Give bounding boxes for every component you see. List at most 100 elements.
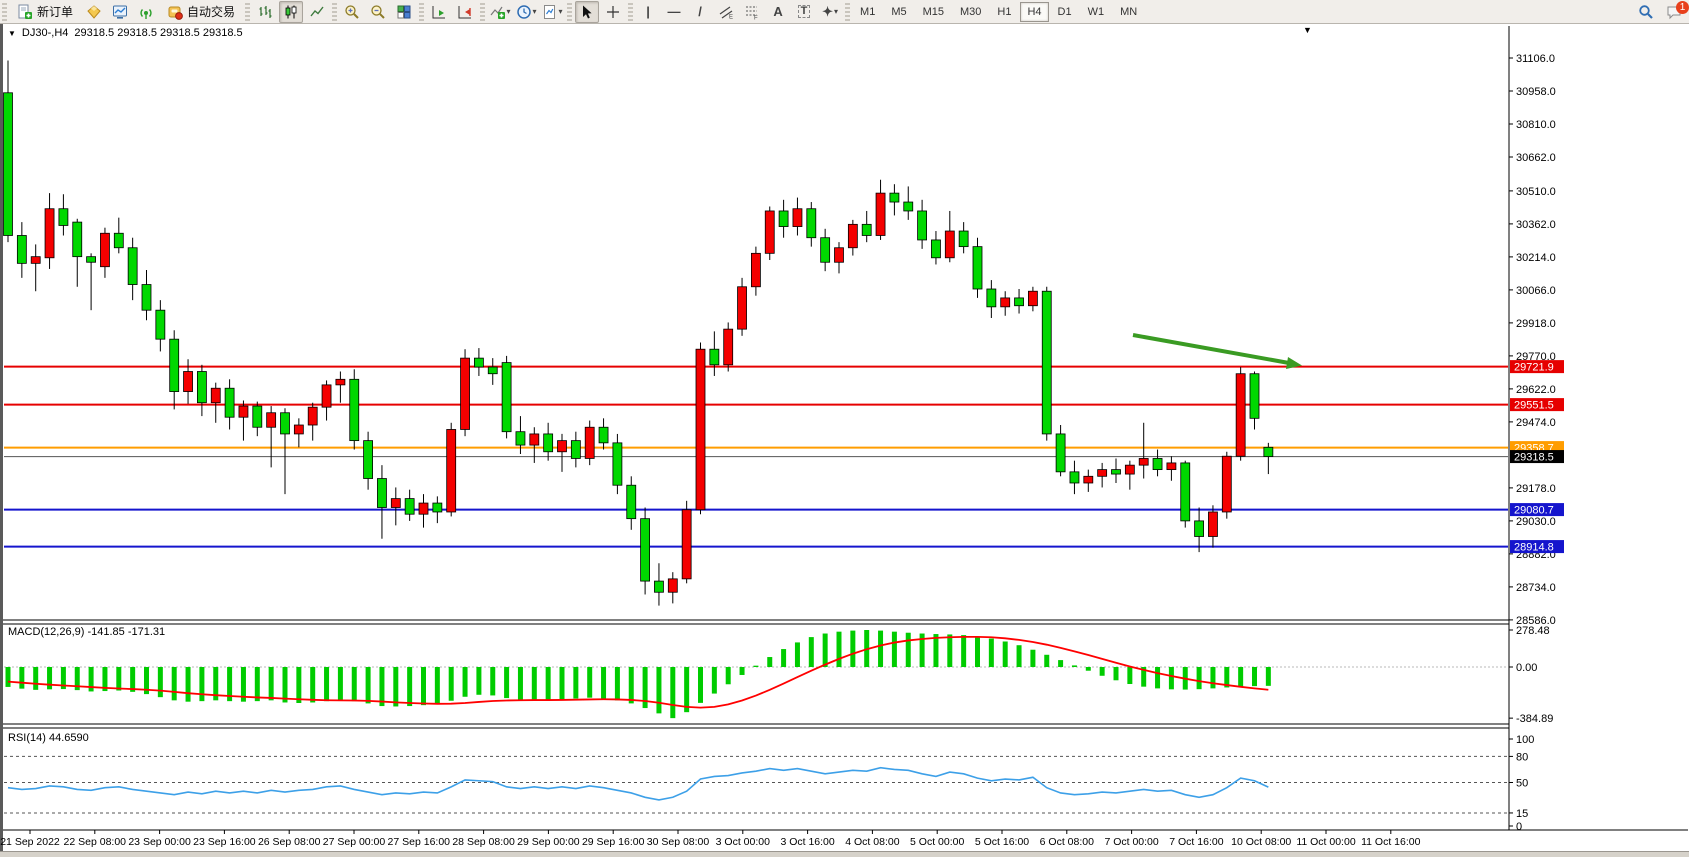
price-tick-label: 30362.0: [1516, 219, 1556, 231]
auto-scroll-button[interactable]: [427, 1, 451, 23]
toolbar-grip[interactable]: [419, 2, 425, 21]
timeframe-m5[interactable]: M5: [891, 5, 907, 18]
fibonacci-button[interactable]: F: [740, 1, 764, 23]
trend-arrow-head[interactable]: [1286, 357, 1302, 369]
candle-body: [792, 208, 803, 227]
candle-body: [584, 426, 595, 459]
bar-chart-icon: [259, 5, 272, 18]
arrows-button[interactable]: ✦ ▾: [818, 1, 842, 23]
toolbar-grip[interactable]: [332, 2, 338, 21]
macd-histogram-bar: [1002, 641, 1008, 667]
candle-body: [113, 232, 124, 249]
candle-body: [404, 498, 415, 515]
timeframe-h1[interactable]: H1: [997, 5, 1012, 18]
crosshair-button[interactable]: [601, 1, 625, 23]
timeframe-m1[interactable]: M1: [860, 5, 876, 18]
timeframe-h4[interactable]: H4: [1020, 1, 1049, 22]
macd-histogram-bar: [185, 667, 191, 702]
autotrading-button[interactable]: 自动交易: [160, 1, 242, 23]
gold-icon: [87, 4, 101, 19]
macd-histogram-bar: [878, 630, 884, 667]
price-level-badge: [1510, 360, 1564, 374]
candle-body: [931, 239, 941, 259]
macd-indicator-label: MACD(12,26,9) -141.85 -171.31: [8, 626, 165, 638]
price-level-badge: [1510, 398, 1564, 412]
toolbar-grip[interactable]: [480, 2, 486, 21]
timeframe-m30[interactable]: M30: [960, 5, 982, 18]
chart-shift-button[interactable]: [453, 1, 477, 23]
candle-body: [30, 256, 41, 264]
chart-title-arrow-icon[interactable]: ▼: [8, 28, 16, 38]
toolbar-grip[interactable]: [567, 2, 573, 21]
price-tick-label: 28734.0: [1516, 582, 1556, 594]
charts-window-button[interactable]: [108, 1, 132, 23]
timeframe-d1[interactable]: D1: [1057, 5, 1072, 18]
trade-group: 新订单 自动交易: [9, 0, 243, 24]
scroll-group: [426, 0, 478, 24]
periods-button[interactable]: ▾: [514, 1, 538, 23]
candlestick-chart-button[interactable]: [279, 0, 304, 23]
toolbar-grip[interactable]: [628, 2, 634, 21]
trendline-button[interactable]: /: [688, 1, 712, 23]
text-button[interactable]: A: [766, 1, 790, 23]
trend-arrow-line[interactable]: [1132, 333, 1290, 365]
macd-axis-label: -384.89: [1516, 713, 1553, 725]
macd-histogram-bar: [850, 630, 856, 667]
cursor-button[interactable]: [575, 0, 600, 23]
chart-title[interactable]: ▼ DJ30-,H4 29318.5 29318.5 29318.5 29318…: [8, 27, 243, 39]
time-label: 22 Sep 08:00: [64, 836, 127, 848]
equidistant-channel-button[interactable]: E: [714, 1, 738, 23]
tile-windows-button[interactable]: [392, 1, 416, 23]
time-label: 27 Sep 16:00: [388, 836, 451, 848]
bar-chart-button[interactable]: [253, 1, 277, 23]
macd-histogram-bar: [725, 667, 731, 685]
macd-histogram-bar: [1155, 667, 1161, 689]
timeframe-m15[interactable]: M15: [922, 5, 944, 18]
add-indicator-button[interactable]: ▾: [488, 1, 512, 23]
zoom-out-button[interactable]: [366, 1, 390, 23]
macd-histogram-bar: [1071, 665, 1077, 667]
candle-body: [806, 208, 817, 239]
candle-body: [1000, 297, 1011, 308]
macd-histogram-bar: [1141, 667, 1147, 687]
vertical-line-button[interactable]: |: [636, 1, 660, 23]
toolbar-grip[interactable]: [245, 2, 251, 21]
macd-histogram-bar: [33, 667, 39, 690]
candle-body: [183, 371, 193, 392]
notifications-button[interactable]: 1: [1660, 0, 1689, 23]
candle-body: [1124, 464, 1135, 475]
signals-button[interactable]: [134, 1, 158, 23]
candle-body: [543, 433, 554, 453]
new-order-button[interactable]: 新订单: [10, 1, 80, 23]
candle-body: [723, 328, 734, 366]
candle-body: [238, 405, 249, 418]
chart-collapse-arrow-icon[interactable]: ▼: [1303, 25, 1312, 35]
candle-body: [737, 286, 747, 330]
horizontal-line-button[interactable]: —: [662, 1, 686, 23]
price-level-badge-label: 29318.5: [1514, 452, 1554, 464]
templates-button[interactable]: ▾: [540, 1, 564, 23]
toolbar-grip[interactable]: [845, 2, 851, 21]
periods-caret: ▾: [532, 7, 537, 16]
candle-body: [377, 478, 387, 508]
candle-body: [1014, 297, 1024, 307]
zoom-in-button[interactable]: [340, 1, 364, 23]
price-tick-label: 29622.0: [1516, 384, 1556, 396]
mql5-button[interactable]: [82, 1, 106, 23]
candlestick-chart-icon: [285, 5, 297, 18]
timeframe-w1[interactable]: W1: [1087, 5, 1105, 18]
line-chart-button[interactable]: [305, 1, 329, 23]
rsi-axis-label: 50: [1516, 778, 1528, 790]
macd-histogram-bar: [891, 631, 897, 667]
candle-body: [1263, 446, 1274, 457]
candle-body: [972, 246, 983, 290]
timeframe-mn[interactable]: MN: [1120, 5, 1138, 18]
toolbar-grip[interactable]: [2, 2, 7, 21]
text-label-button[interactable]: T: [792, 1, 816, 23]
macd-histogram-bar: [393, 667, 399, 707]
time-label: 28 Sep 08:00: [452, 836, 515, 848]
search-button[interactable]: [1634, 1, 1658, 23]
candle-body: [321, 384, 332, 408]
